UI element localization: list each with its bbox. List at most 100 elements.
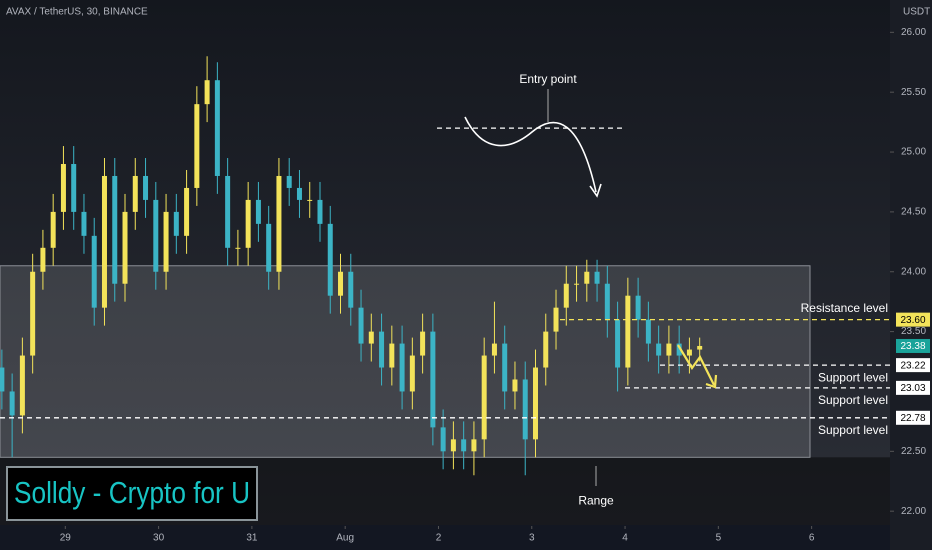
candle-body: [686, 349, 692, 356]
candle-body: [625, 295, 631, 368]
candle-body: [604, 283, 610, 320]
candle-body: [0, 367, 5, 392]
candle-body: [184, 187, 190, 236]
candle-body: [368, 331, 374, 344]
x-tick-label: 29: [60, 533, 72, 544]
candle-body: [461, 439, 467, 452]
candle-body: [563, 283, 569, 308]
candle-body: [296, 187, 302, 200]
y-tick-label: 24.00: [901, 266, 926, 277]
candle-body: [235, 247, 241, 249]
candle-body: [327, 223, 333, 296]
axis-unit: USDT: [903, 7, 930, 18]
last-price-tag: [896, 338, 930, 353]
level-text: Resistance level: [801, 301, 888, 315]
candle-body: [635, 295, 641, 320]
x-tick-label: 6: [809, 533, 815, 544]
candle-body: [399, 343, 405, 392]
candle-body: [276, 175, 282, 272]
candle-body: [645, 319, 651, 344]
y-tick-label: 22.50: [901, 446, 926, 457]
candle-body: [358, 307, 364, 344]
x-tick-label: 4: [622, 533, 628, 544]
y-tick-label: 26.00: [901, 27, 926, 38]
candle-body: [60, 164, 66, 212]
x-tick-label: 2: [436, 533, 442, 544]
watermark: Solldy - Crypto for U: [14, 475, 250, 510]
candle-body: [307, 199, 313, 201]
last-price-label: 23.38: [900, 341, 925, 352]
candle-body: [420, 331, 426, 356]
candle-body: [286, 175, 292, 188]
level-tag-label: 23.22: [900, 360, 925, 371]
candle-body: [81, 211, 87, 236]
candle-body: [317, 199, 323, 224]
candle-body: [348, 271, 354, 308]
candle-body: [143, 175, 149, 200]
y-tick-label: 25.50: [901, 87, 926, 98]
y-tick-label: 24.50: [901, 207, 926, 218]
level-text: Support level: [818, 370, 888, 384]
candle-body: [574, 283, 580, 285]
candle-body: [173, 211, 179, 236]
candle-body: [112, 175, 118, 284]
candle-body: [91, 235, 97, 308]
level-tag-label: 23.60: [900, 315, 925, 326]
candle-body: [30, 271, 36, 356]
candle-body: [19, 355, 25, 416]
x-tick-label: Aug: [336, 533, 354, 544]
candle-body: [594, 271, 600, 284]
candle-body: [491, 343, 497, 356]
y-tick-label: 25.00: [901, 147, 926, 158]
x-tick-label: 30: [153, 533, 165, 544]
level-tag: [896, 410, 930, 425]
level-tag: [896, 358, 930, 373]
candle-body: [697, 345, 703, 350]
candle-body: [532, 367, 538, 440]
candle-body: [225, 175, 231, 248]
candle-body: [245, 199, 251, 248]
candle-body: [389, 343, 395, 368]
candle-body: [50, 211, 56, 248]
candle-body: [204, 80, 210, 105]
x-tick-label: 3: [529, 533, 535, 544]
candle-body: [471, 439, 477, 452]
candle-body: [502, 343, 508, 392]
candle-body: [9, 391, 15, 416]
candle-body: [615, 319, 621, 368]
x-tick-label: 31: [246, 533, 258, 544]
entry-label: Entry point: [519, 72, 577, 86]
x-tick-label: 5: [716, 533, 722, 544]
level-tag: [896, 380, 930, 395]
level-tag: [896, 312, 930, 327]
candle-body: [553, 307, 559, 332]
candle-body: [153, 199, 159, 272]
candle-body: [122, 211, 128, 284]
level-text: Support level: [818, 423, 888, 437]
candle-body: [584, 271, 590, 284]
candle-body: [676, 343, 682, 356]
candle-body: [430, 331, 436, 428]
candle-body: [255, 199, 261, 224]
candle-body: [481, 355, 487, 440]
candle-body: [522, 379, 528, 440]
chart-title: AVAX / TetherUS, 30, BINANCE: [6, 7, 148, 18]
candle-body: [266, 223, 272, 272]
candle-body: [194, 104, 200, 188]
candle-body: [101, 175, 107, 308]
price-axis: [890, 0, 932, 550]
range-label: Range: [578, 493, 614, 507]
entry-arrowhead: [589, 183, 602, 198]
level-text: Support level: [818, 393, 888, 407]
candle-body: [656, 343, 662, 356]
y-tick-label: 22.00: [901, 506, 926, 517]
candle-body: [440, 427, 446, 452]
y-tick-label: 23.50: [901, 326, 926, 337]
candle-body: [214, 80, 220, 176]
candle-body: [543, 331, 549, 368]
candle-body: [40, 247, 46, 272]
candle-body: [409, 355, 415, 392]
watermark-box: [6, 466, 258, 521]
candle-body: [450, 439, 456, 452]
